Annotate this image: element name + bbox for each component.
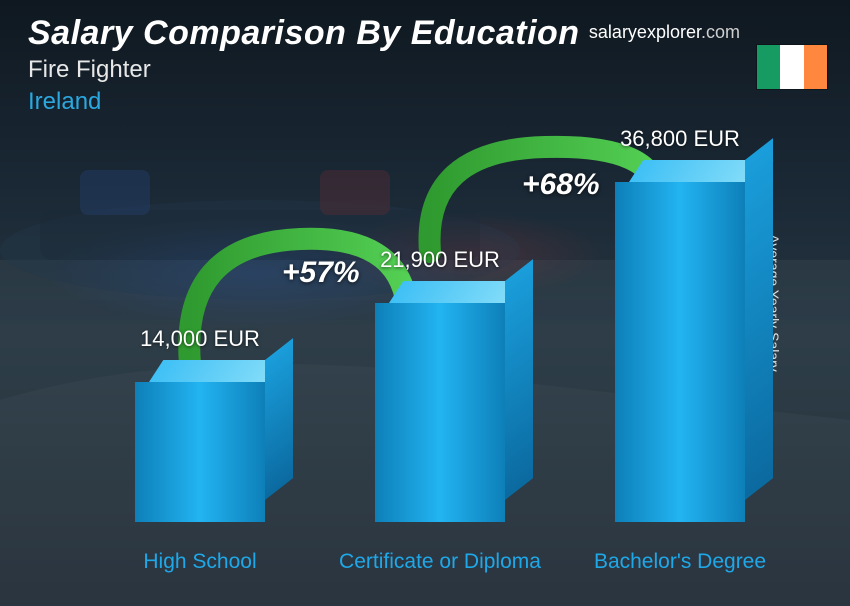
bar-1 bbox=[135, 382, 265, 522]
brand-suffix: .com bbox=[701, 22, 740, 42]
bar-2 bbox=[375, 303, 505, 522]
flag-stripe-1 bbox=[757, 45, 780, 89]
bar-2-side bbox=[505, 259, 533, 500]
flag-stripe-2 bbox=[780, 45, 803, 89]
chart-title: Salary Comparison By Education bbox=[28, 14, 580, 53]
chart-area: +57% +68% 14,000 EUR High School 21,900 … bbox=[60, 138, 780, 578]
bar-1-front bbox=[135, 382, 265, 522]
flag-stripe-3 bbox=[804, 45, 827, 89]
bar-2-front bbox=[375, 303, 505, 522]
bar-3-value: 36,800 EUR bbox=[580, 126, 780, 152]
brand-watermark: salaryexplorer.com bbox=[589, 22, 740, 43]
chart-country: Ireland bbox=[28, 88, 101, 116]
bar-2-label: Certificate or Diploma bbox=[330, 550, 550, 574]
bar-1-value: 14,000 EUR bbox=[100, 326, 300, 352]
chart-subtitle: Fire Fighter bbox=[28, 56, 151, 84]
bar-1-side bbox=[265, 338, 293, 500]
bar-3-label: Bachelor's Degree bbox=[570, 550, 790, 574]
country-flag-ireland bbox=[756, 44, 828, 90]
bar-3-side bbox=[745, 138, 773, 500]
bar-1-label: High School bbox=[90, 550, 310, 574]
bar-2-value: 21,900 EUR bbox=[340, 247, 540, 273]
bar-3 bbox=[615, 182, 745, 522]
bar-3-front bbox=[615, 182, 745, 522]
brand-name: salaryexplorer bbox=[589, 22, 701, 42]
jump-label-2: +68% bbox=[522, 168, 600, 202]
